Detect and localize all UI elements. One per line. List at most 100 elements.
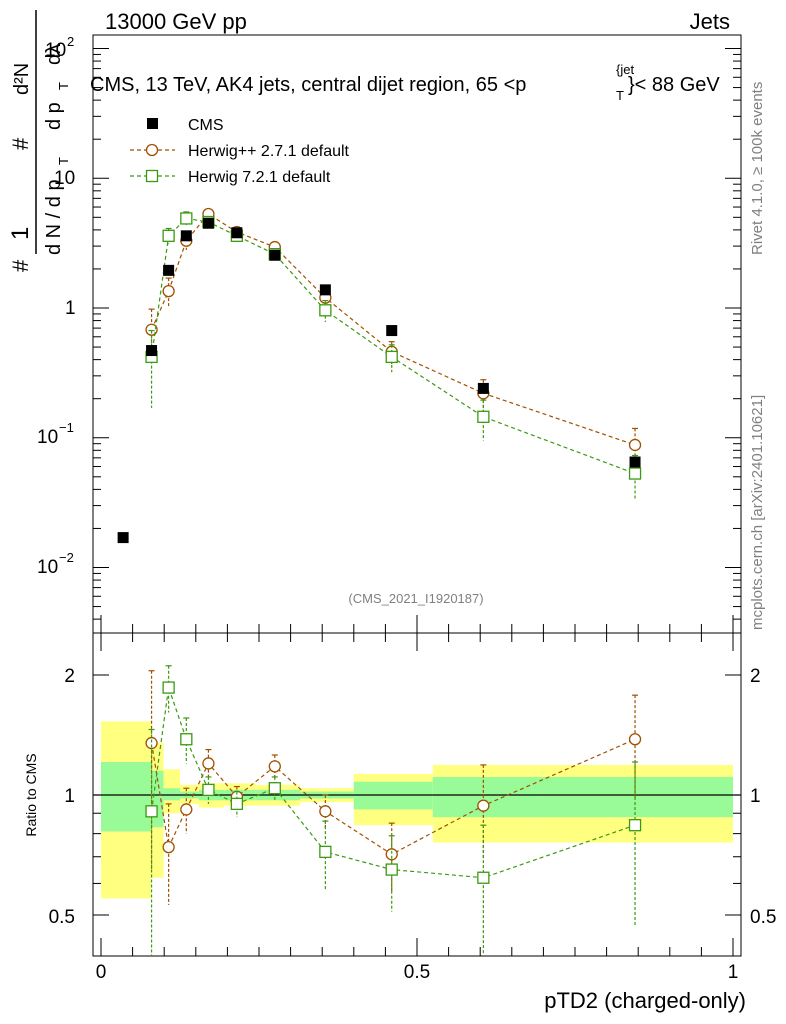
ratio-y-axis	[93, 674, 741, 916]
ratio-herwigpp-point	[145, 736, 158, 750]
ylabel-hash2: #	[8, 137, 33, 150]
ratio-herwigpp-point	[268, 760, 281, 773]
ratio-herwigpp-point	[628, 733, 642, 746]
svg-text:10: 10	[37, 557, 58, 578]
herwig7-point	[385, 350, 398, 364]
herwigpp-line	[151, 213, 636, 446]
cms-point	[231, 227, 243, 239]
legend-cms-marker	[147, 118, 158, 129]
ratio-uncertainty-bands	[101, 721, 733, 899]
ratio-herwig7-point	[385, 863, 398, 876]
plot-title: CMS, 13 TeV, AK4 jets, central dijet reg…	[90, 62, 720, 103]
cms-point	[117, 532, 129, 544]
ytick-label-0.01: 10 −2	[37, 550, 74, 578]
title-superscript: {jet	[616, 62, 634, 77]
ytick-label-10: 10	[54, 168, 75, 189]
mcplots-label: mcplots.cern.ch [arXiv:2401.10621]	[749, 395, 766, 630]
herwigpp-point	[162, 284, 175, 298]
ratio-tick-0.5-right: 0.5	[750, 907, 776, 928]
analysis-id: (CMS_2021_I1920187)	[348, 591, 483, 606]
title-main: CMS, 13 TeV, AK4 jets, central dijet reg…	[90, 74, 526, 96]
ratio-herwigpp-point	[477, 799, 490, 812]
legend-herwig7-label: Herwig 7.2.1 default	[188, 169, 331, 186]
ratio-tick-1-right: 1	[750, 786, 761, 807]
ratio-ylabel: Ratio to CMS	[23, 753, 39, 836]
title-tail: }< 88 GeV	[628, 74, 720, 96]
main-y-tick-labels: 10 2 10 1 10 −1 10 −2	[37, 34, 76, 578]
ratio-herwigpp-point	[180, 803, 193, 816]
ratio-data-layer	[145, 665, 642, 956]
ratio-herwig7-point	[319, 845, 332, 859]
cms-point	[180, 230, 192, 242]
main-data-layer	[117, 207, 642, 544]
svg-text:10: 10	[45, 40, 66, 61]
ylabel-dlambda: dλ	[43, 44, 65, 65]
ratio-tick-1: 1	[64, 786, 75, 807]
ylabel-dp: d p	[43, 102, 65, 130]
cms-point	[629, 456, 641, 468]
ratio-herwig7-point	[628, 819, 642, 832]
ylabel-d2n: d²N	[11, 63, 33, 95]
herwig7-point	[477, 410, 490, 423]
herwig7-line	[150, 217, 636, 475]
ytick-label-1: 1	[65, 298, 76, 319]
energy-label: 13000 GeV pp	[105, 9, 247, 34]
ratio-tick-labels-left: 2 1 0.5	[49, 666, 75, 928]
herwigpp-point	[145, 323, 158, 336]
ytick-label-0.1: 10 −1	[37, 420, 74, 448]
x-tick-labels: 0 0.5 1	[96, 962, 739, 983]
ratio-tick-2-right: 2	[750, 666, 761, 687]
x-axis-label: pTD2 (charged-only)	[544, 988, 746, 1013]
category-label: Jets	[690, 9, 730, 34]
ratio-herwigpp-point	[162, 840, 175, 854]
ratio-herwig7-point	[230, 797, 244, 811]
svg-text:−2: −2	[59, 550, 74, 565]
herwig7-point	[180, 212, 193, 225]
ratio-herwig7-point	[202, 783, 215, 797]
ratio-herwig7-line	[150, 687, 636, 879]
cms-point	[477, 382, 489, 394]
xtick-0.5: 0.5	[404, 962, 430, 983]
ratio-herwigpp-point	[202, 757, 215, 770]
ratio-tick-2: 2	[64, 666, 75, 687]
cms-point	[319, 284, 331, 296]
x-axis	[100, 615, 734, 956]
ylabel-one: 1	[7, 227, 34, 240]
ratio-herwig7-point	[180, 733, 193, 746]
band-green	[101, 762, 151, 832]
legend: CMS Herwig++ 2.7.1 default Herwig 7.2.1 …	[130, 117, 350, 186]
cms-point	[386, 325, 398, 337]
ratio-herwig7-point	[477, 871, 490, 884]
ylabel-hash1: #	[8, 259, 33, 272]
legend-cms-label: CMS	[188, 117, 224, 134]
xtick-0: 0	[96, 962, 107, 983]
cms-point	[202, 217, 214, 229]
ylabel-dp-sub: T	[56, 82, 71, 90]
cms-point	[269, 249, 281, 261]
herwig7-point	[319, 304, 332, 317]
ratio-tick-labels-right: 2 1 0.5	[750, 666, 776, 928]
main-ylabel: # 1 d N / d p T # d²N d p T dλ	[7, 10, 71, 272]
svg-text:10: 10	[37, 427, 58, 448]
rivet-label: Rivet 4.1.0, ≥ 100k events	[749, 82, 766, 255]
herwig7-point	[162, 229, 175, 242]
band-green	[163, 788, 180, 801]
ratio-herwigpp-line	[150, 738, 636, 855]
herwig7-point	[628, 467, 642, 480]
ratio-herwig7-point	[145, 805, 158, 818]
ratio-herwig7-point	[162, 681, 175, 694]
herwigpp-point	[628, 438, 642, 452]
ytick-label-100: 10 2	[45, 34, 74, 61]
title-subscript: T	[616, 88, 624, 103]
ratio-tick-0.5: 0.5	[49, 907, 75, 928]
legend-herwigpp-label: Herwig++ 2.7.1 default	[188, 143, 350, 160]
xtick-1: 1	[728, 962, 739, 983]
main-y-axis	[93, 48, 741, 620]
legend-herwigpp-marker	[145, 143, 159, 157]
ratio-herwigpp-point	[319, 805, 332, 818]
legend-herwig7-marker	[145, 169, 159, 183]
cms-point	[146, 345, 158, 357]
ylabel-denominator: d N / d p	[43, 179, 65, 255]
ylabel-denominator-sub: T	[56, 157, 71, 165]
cms-point	[163, 264, 175, 276]
